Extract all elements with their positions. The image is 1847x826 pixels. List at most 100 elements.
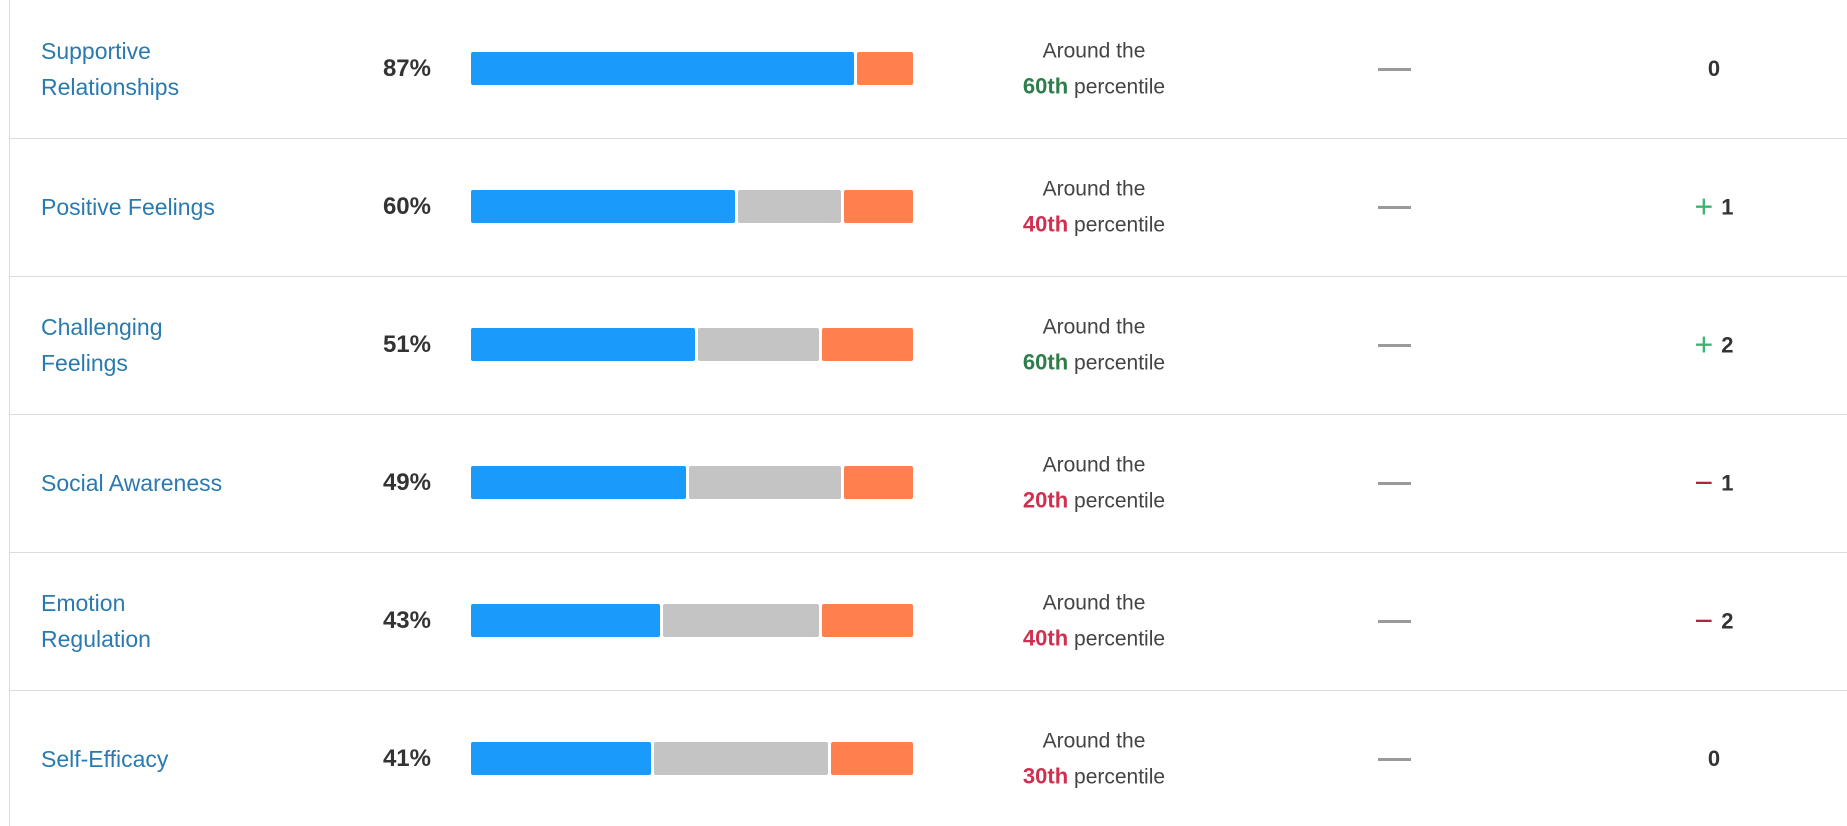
bar-segment	[830, 742, 913, 775]
percentile-suffix: percentile	[1074, 351, 1166, 375]
score: 51%	[382, 331, 431, 358]
percentile-suffix: percentile	[1074, 627, 1166, 651]
change-sign: −	[1694, 464, 1714, 501]
bar-segment	[821, 604, 913, 637]
left-border	[9, 0, 10, 826]
table-row: Social Awareness 49% Around the 20th percen…	[9, 414, 1847, 553]
bar-segment	[471, 52, 855, 85]
percentile-rank: 60th	[1022, 73, 1069, 99]
change: 0	[1669, 746, 1759, 772]
bar-segment	[471, 466, 687, 499]
percentile-suffix: percentile	[1074, 765, 1166, 789]
percentile: Around the 60th percentile	[984, 34, 1204, 105]
percentile-rank: 60th	[1022, 349, 1069, 375]
percentile-line: 60th percentile	[984, 345, 1204, 381]
change-value: 2	[1721, 332, 1734, 358]
percentile-line: 20th percentile	[984, 483, 1204, 519]
metric-name: Challenging Feelings	[41, 309, 162, 381]
percentile-line: 30th percentile	[984, 759, 1204, 795]
trend-dash	[1378, 620, 1411, 623]
trend-dash	[1378, 344, 1411, 347]
stacked-bar	[471, 52, 913, 85]
change-value: 0	[1707, 56, 1721, 81]
trend-dash	[1378, 206, 1411, 209]
bar-segment	[843, 466, 913, 499]
metric-name: Self-Efficacy	[41, 741, 168, 777]
percentile-suffix: percentile	[1074, 75, 1166, 99]
change: 0	[1669, 56, 1759, 82]
change: −1	[1669, 465, 1759, 502]
metric-name: Positive Feelings	[41, 189, 215, 225]
score: 43%	[382, 607, 431, 634]
change: −2	[1669, 603, 1759, 640]
percentile-rank: 20th	[1022, 487, 1069, 513]
name-line: Positive Feelings	[41, 194, 215, 220]
metric-name: Emotion Regulation	[41, 585, 151, 657]
percentile-rank: 40th	[1022, 625, 1069, 651]
percentile-rank: 40th	[1022, 211, 1069, 237]
change-value: 2	[1721, 608, 1734, 634]
name-line: Regulation	[41, 626, 151, 652]
bar-segment	[737, 190, 841, 223]
trend-dash	[1378, 482, 1411, 485]
name-line: Relationships	[41, 74, 180, 100]
bar-segment	[857, 52, 913, 85]
bar-segment	[471, 190, 735, 223]
percentile-rank: 30th	[1022, 763, 1069, 789]
bar-segment	[689, 466, 841, 499]
name-line: Challenging	[41, 314, 163, 340]
stacked-bar	[471, 190, 913, 223]
metric-name: Social Awareness	[41, 465, 222, 501]
table-row: Emotion Regulation 43% Around the 40th perce…	[9, 552, 1847, 691]
name-line: Emotion	[41, 590, 126, 616]
stacked-bar	[471, 466, 913, 499]
table-row: Supportive Relationships 87% Around the 60th…	[9, 0, 1847, 139]
percentile: Around the 60th percentile	[984, 310, 1204, 381]
bar-segment	[697, 328, 819, 361]
bar-segment	[662, 604, 819, 637]
percentile-line: 40th percentile	[984, 207, 1204, 243]
trend-dash	[1378, 68, 1411, 71]
percentile-suffix: percentile	[1074, 489, 1166, 513]
bar-segment	[471, 328, 695, 361]
metric-name: Supportive Relationships	[41, 33, 179, 105]
name-line: Supportive	[41, 38, 151, 64]
percentile-prefix: Around the	[1042, 39, 1146, 63]
percentile-prefix: Around the	[1042, 177, 1146, 201]
stacked-bar	[471, 604, 913, 637]
percentile-suffix: percentile	[1074, 213, 1166, 237]
score: 87%	[382, 55, 431, 82]
change-sign: −	[1694, 602, 1714, 639]
change-sign: +	[1694, 326, 1714, 363]
name-line: Feelings	[41, 350, 128, 376]
percentile-line: 40th percentile	[984, 621, 1204, 657]
table-row: Positive Feelings 60% Around the 40th perce…	[9, 138, 1847, 277]
percentile-line: 60th percentile	[984, 69, 1204, 105]
percentile: Around the 40th percentile	[984, 586, 1204, 657]
table-row: Challenging Feelings 51% Around the 60th per…	[9, 276, 1847, 415]
bar-segment	[471, 604, 660, 637]
change-value: 1	[1721, 194, 1734, 220]
table-row: Self-Efficacy 41% Around the 30th percentil…	[9, 690, 1847, 826]
trend-dash	[1378, 758, 1411, 761]
stacked-bar	[471, 742, 913, 775]
change: +2	[1669, 327, 1759, 364]
name-line: Social Awareness	[41, 470, 223, 496]
bar-segment	[653, 742, 828, 775]
percentile-prefix: Around the	[1042, 315, 1146, 339]
percentile: Around the 30th percentile	[984, 724, 1204, 795]
percentile-prefix: Around the	[1042, 591, 1146, 615]
change-value: 1	[1721, 470, 1734, 496]
change: +1	[1669, 189, 1759, 226]
score: 49%	[382, 469, 431, 496]
bar-segment	[821, 328, 913, 361]
percentile-prefix: Around the	[1042, 729, 1146, 753]
bar-segment	[843, 190, 913, 223]
bar-segment	[471, 742, 651, 775]
name-line: Self-Efficacy	[41, 746, 169, 772]
score: 41%	[382, 745, 431, 772]
percentile: Around the 20th percentile	[984, 448, 1204, 519]
change-value: 0	[1707, 746, 1721, 771]
percentile: Around the 40th percentile	[984, 172, 1204, 243]
